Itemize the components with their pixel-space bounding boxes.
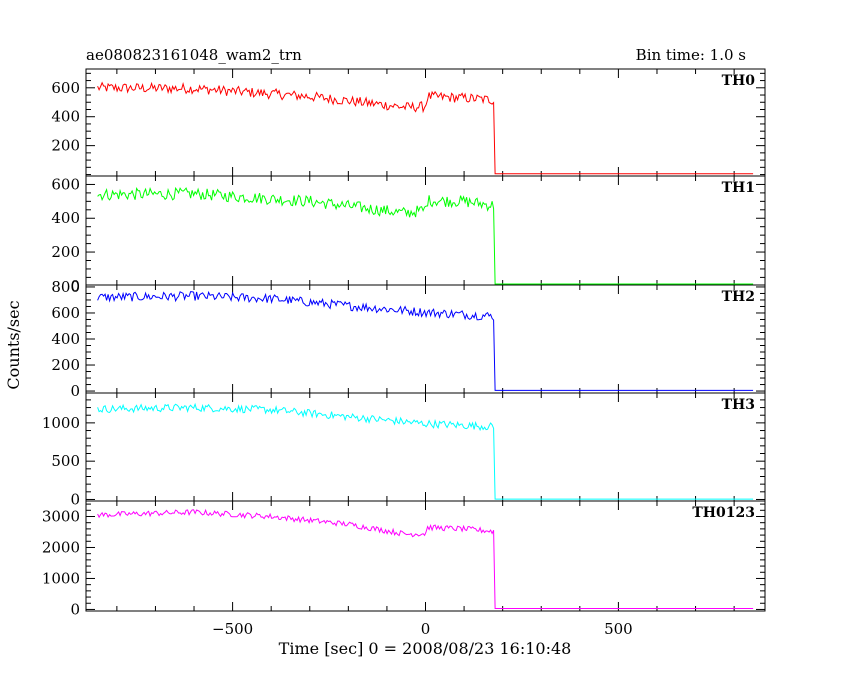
y-tick-label: 1000 — [42, 414, 80, 432]
bin-time-label: Bin time: 1.0 s — [636, 46, 746, 64]
series-TH0 — [97, 81, 754, 175]
panel-frame — [85, 500, 766, 612]
y-tick-label: 0 — [70, 600, 80, 618]
panel-TH1: 0 200 400 600 TH1 — [51, 175, 766, 295]
y-tick-label: 500 — [51, 452, 80, 470]
y-tick-label: 0 — [70, 277, 80, 295]
panel-label-TH0: TH0 — [722, 73, 756, 89]
series-TH2 — [97, 290, 754, 391]
panel-frame — [85, 68, 766, 177]
panel-label-TH3: TH3 — [722, 397, 755, 413]
series-TH1 — [97, 186, 754, 285]
y-tick-label: 200 — [51, 243, 80, 261]
x-tick-label: −500 — [212, 620, 253, 638]
y-tick-label: 0 — [70, 382, 80, 400]
panel-label-TH1: TH1 — [722, 180, 755, 196]
panel-label-TH0123: TH0123 — [692, 505, 755, 521]
panel-TH3: 0 500 1000 TH3 — [42, 392, 766, 508]
panel-TH2: 0 200 400 600 800 TH2 — [51, 278, 766, 400]
series-TH0123 — [97, 508, 754, 609]
panels-group: 200 400 600 TH0 0 200 400 600 TH1 0 200 400 600 800 TH… — [42, 68, 766, 618]
y-tick-label: 400 — [51, 330, 80, 348]
y-tick-label: 1000 — [42, 569, 80, 587]
panel-TH0: 200 400 600 TH0 — [51, 68, 766, 177]
y-axis-label: Counts/sec — [4, 300, 23, 389]
series-TH3 — [97, 402, 754, 500]
y-tick-label: 800 — [51, 278, 80, 296]
y-tick-label: 3000 — [42, 507, 80, 525]
y-tick-label: 200 — [51, 356, 80, 374]
y-tick-label: 0 — [70, 490, 80, 508]
y-tick-label: 2000 — [42, 538, 80, 556]
y-tick-label: 600 — [51, 175, 80, 193]
y-tick-label: 600 — [51, 79, 80, 97]
panel-label-TH2: TH2 — [722, 289, 755, 305]
x-tick-labels: −500 0 500 — [212, 620, 633, 638]
panel-frame — [85, 284, 766, 394]
y-tick-label: 400 — [51, 108, 80, 126]
x-tick-label: 0 — [421, 620, 431, 638]
panel-TH0123: 0 1000 2000 3000 TH0123 — [42, 500, 766, 618]
x-tick-label: 500 — [604, 620, 633, 638]
y-tick-label: 600 — [51, 304, 80, 322]
plot-title: ae080823161048_wam2_trn — [86, 46, 302, 64]
x-axis-label: Time [sec] 0 = 2008/08/23 16:10:48 — [279, 639, 572, 658]
y-tick-label: 200 — [51, 137, 80, 155]
y-tick-label: 400 — [51, 209, 80, 227]
